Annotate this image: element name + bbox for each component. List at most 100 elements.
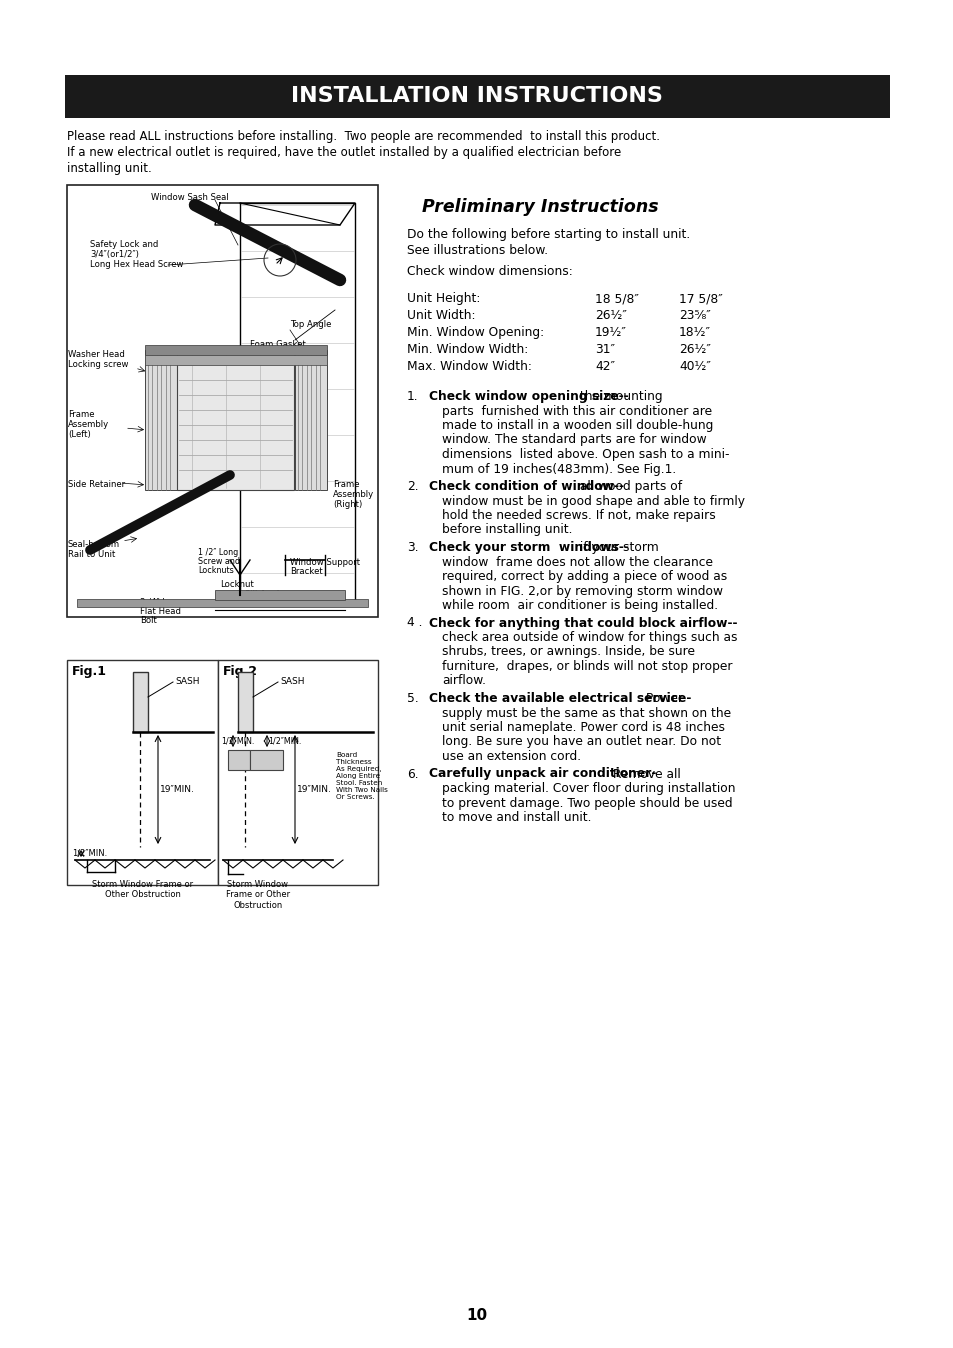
Text: 6.: 6.	[407, 767, 418, 780]
Text: Unit Height:: Unit Height:	[407, 293, 480, 305]
Text: Fig.2: Fig.2	[223, 665, 257, 678]
Text: hold the needed screws. If not, make repairs: hold the needed screws. If not, make rep…	[441, 510, 715, 522]
Text: Window Support: Window Support	[290, 558, 359, 568]
Text: 1/2″MIN.: 1/2″MIN.	[268, 736, 301, 745]
Text: 40½″: 40½″	[679, 360, 710, 373]
Text: If a new electrical outlet is required, have the outlet installed by a qualified: If a new electrical outlet is required, …	[67, 146, 620, 159]
Text: 1/2″MIN.: 1/2″MIN.	[71, 849, 107, 857]
Bar	[228, 749, 250, 770]
Text: Preliminary Instructions: Preliminary Instructions	[421, 198, 658, 216]
Text: use an extension cord.: use an extension cord.	[441, 749, 580, 763]
Text: window  frame does not allow the clearance: window frame does not allow the clearanc…	[441, 555, 712, 569]
Text: (Right): (Right)	[333, 500, 362, 510]
Text: Assembly: Assembly	[333, 491, 374, 499]
Bar	[67, 661, 218, 886]
Text: 2.: 2.	[407, 480, 418, 493]
Text: installing unit.: installing unit.	[67, 162, 152, 175]
Text: 5.: 5.	[407, 692, 418, 705]
Bar	[65, 75, 889, 119]
Text: Safety Lock and: Safety Lock and	[90, 240, 158, 249]
Text: 1/2″MIN.: 1/2″MIN.	[221, 736, 254, 745]
Text: Check your storm  windows--: Check your storm windows--	[429, 541, 628, 554]
Text: Assembly: Assembly	[68, 421, 109, 429]
Text: Unit Width:: Unit Width:	[407, 309, 475, 322]
Text: 10: 10	[466, 1308, 487, 1322]
Text: Check condition of window--: Check condition of window--	[429, 480, 623, 493]
Text: required, correct by adding a piece of wood as: required, correct by adding a piece of w…	[441, 570, 726, 582]
Text: Remove all: Remove all	[608, 767, 679, 780]
Text: Frame: Frame	[68, 410, 94, 419]
Text: before installing unit.: before installing unit.	[441, 523, 572, 537]
Text: Board
Thickness
As Required,
Along Entire
Stool. Fasten
With Two Nails
Or Screws: Board Thickness As Required, Along Entir…	[335, 752, 388, 799]
Text: 19½″: 19½″	[595, 326, 626, 338]
Text: shrubs, trees, or awnings. Inside, be sure: shrubs, trees, or awnings. Inside, be su…	[441, 646, 695, 659]
Text: check area outside of window for things such as: check area outside of window for things …	[441, 631, 737, 644]
Text: unit serial nameplate. Power cord is 48 inches: unit serial nameplate. Power cord is 48 …	[441, 721, 724, 735]
Bar	[218, 661, 377, 886]
Text: shown in FIG. 2,or by removing storm window: shown in FIG. 2,or by removing storm win…	[441, 585, 722, 597]
Text: Min. Window Width:: Min. Window Width:	[407, 342, 528, 356]
Text: to prevent damage. Two people should be used: to prevent damage. Two people should be …	[441, 797, 732, 810]
Text: Locknuts: Locknuts	[198, 566, 233, 576]
Text: while room  air conditioner is being installed.: while room air conditioner is being inst…	[441, 599, 718, 612]
Text: 3 /4″ Long: 3 /4″ Long	[140, 599, 183, 607]
Text: Frame: Frame	[333, 480, 359, 489]
Text: Bracket: Bracket	[290, 568, 322, 576]
Text: 31″: 31″	[595, 342, 615, 356]
Text: Sill Angle: Sill Angle	[245, 590, 284, 599]
Bar	[145, 355, 327, 365]
Text: Top Angle: Top Angle	[290, 319, 331, 329]
Text: SASH: SASH	[174, 678, 199, 686]
Text: 18½″: 18½″	[679, 326, 710, 338]
Text: the mounting: the mounting	[576, 390, 662, 403]
Text: Check window opening size--: Check window opening size--	[429, 390, 628, 403]
Text: See illustrations below.: See illustrations below.	[407, 244, 548, 257]
Text: window must be in good shape and able to firmly: window must be in good shape and able to…	[441, 495, 744, 507]
Bar	[250, 749, 283, 770]
Text: Do the following before starting to install unit.: Do the following before starting to inst…	[407, 228, 690, 241]
Text: Flat Head: Flat Head	[140, 607, 181, 616]
Text: 1.: 1.	[407, 390, 418, 403]
Bar	[294, 350, 327, 491]
Text: (Left): (Left)	[68, 430, 91, 439]
Text: Storm Window
Frame or Other
Obstruction: Storm Window Frame or Other Obstruction	[226, 880, 290, 910]
Text: 18 5/8″: 18 5/8″	[595, 293, 639, 305]
Text: Min. Window Opening:: Min. Window Opening:	[407, 326, 543, 338]
Text: mum of 19 inches(483mm). See Fig.1.: mum of 19 inches(483mm). See Fig.1.	[441, 462, 676, 476]
Text: 23⁵⁄₈″: 23⁵⁄₈″	[679, 309, 710, 322]
Text: Side Retainer: Side Retainer	[68, 480, 125, 489]
Text: Storm Window Frame or
Other Obstruction: Storm Window Frame or Other Obstruction	[91, 880, 193, 899]
Text: Window Sash Seal: Window Sash Seal	[151, 193, 229, 202]
Bar	[77, 599, 368, 607]
Text: Rail to Unit: Rail to Unit	[68, 550, 115, 559]
Text: Long Hex Head Screw: Long Hex Head Screw	[90, 260, 183, 270]
Text: Please read ALL instructions before installing.  Two people are recommended  to : Please read ALL instructions before inst…	[67, 129, 659, 143]
Text: 1 /2″ Long: 1 /2″ Long	[198, 549, 238, 557]
Text: Check window dimensions:: Check window dimensions:	[407, 266, 572, 278]
Text: 26½″: 26½″	[595, 309, 626, 322]
Bar	[237, 673, 253, 732]
Bar	[145, 345, 327, 355]
Text: made to install in a wooden sill double-hung: made to install in a wooden sill double-…	[441, 419, 713, 431]
Text: Washer Head: Washer Head	[68, 350, 125, 359]
Text: Carefully unpack air conditioner-: Carefully unpack air conditioner-	[429, 767, 656, 780]
Bar	[145, 350, 177, 491]
Text: Bolt: Bolt	[140, 616, 156, 625]
Text: if your storm: if your storm	[576, 541, 659, 554]
Text: 4 .: 4 .	[407, 616, 422, 630]
Text: airflow.: airflow.	[441, 674, 485, 687]
Text: 17 5/8″: 17 5/8″	[679, 293, 722, 305]
Text: INSTALLATION INSTRUCTIONS: INSTALLATION INSTRUCTIONS	[291, 86, 662, 106]
Text: window. The standard parts are for window: window. The standard parts are for windo…	[441, 434, 706, 446]
Text: 42″: 42″	[595, 360, 615, 373]
Text: Max. Window Width:: Max. Window Width:	[407, 360, 532, 373]
Text: 19″MIN.: 19″MIN.	[160, 785, 194, 794]
Text: 3/4″(or1/2″): 3/4″(or1/2″)	[90, 249, 139, 259]
Text: 26½″: 26½″	[679, 342, 710, 356]
Text: SASH: SASH	[280, 678, 304, 686]
Text: Screw and: Screw and	[198, 557, 240, 566]
Text: long. Be sure you have an outlet near. Do not: long. Be sure you have an outlet near. D…	[441, 736, 720, 748]
Text: Check the available electrical service-: Check the available electrical service-	[429, 692, 691, 705]
Text: to move and install unit.: to move and install unit.	[441, 811, 591, 824]
Bar	[214, 590, 345, 600]
